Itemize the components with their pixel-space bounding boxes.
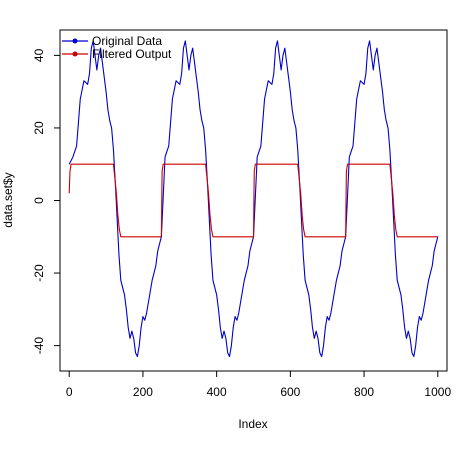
y-axis: -40 -20 0 20 40 [32,48,60,354]
x-tick-label: 0 [66,385,73,399]
y-axis-title: data.set$y [1,172,15,227]
x-axis-title: Index [238,417,267,431]
x-tick-label: 800 [354,385,374,399]
x-tick-label: 200 [133,385,153,399]
x-tick-label: 1000 [424,385,451,399]
x-tick-label: 400 [207,385,227,399]
y-tick-label: -40 [32,337,46,355]
legend-original-marker [72,38,78,44]
x-axis: 0 200 400 600 800 1000 [66,371,451,399]
x-tick-label: 600 [280,385,300,399]
y-tick-label: 40 [32,48,46,62]
series-filtered-output-line [68,163,438,238]
legend: Original Data Filtered Output [62,34,172,61]
y-tick-label: 0 [32,197,46,204]
legend-original-label: Original Data [92,34,162,48]
y-tick-label: -20 [32,264,46,282]
legend-filtered-label: Filtered Output [92,47,172,61]
legend-filtered-marker [72,51,78,57]
y-tick-label: 20 [32,121,46,135]
series-layer [68,40,439,358]
